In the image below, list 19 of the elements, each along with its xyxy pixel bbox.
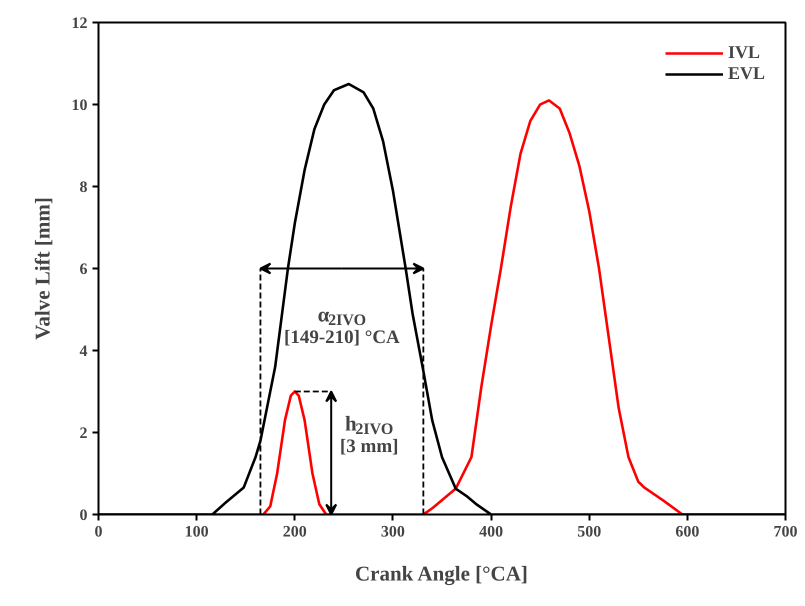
x-axis-title: Crank Angle [°CA] — [354, 562, 528, 586]
x-tick-label: 400 — [479, 524, 504, 540]
x-tick-label: 300 — [380, 524, 405, 540]
y-tick-label: 6 — [80, 261, 88, 278]
x-tick-label: 0 — [94, 524, 102, 540]
x-tick-label: 100 — [184, 524, 209, 540]
y-tick-label: 2 — [80, 425, 88, 442]
x-tick-label: 600 — [675, 524, 700, 540]
y-tick-label: 0 — [80, 507, 88, 524]
legend-label: IVL — [728, 42, 760, 63]
y-tick-label: 10 — [72, 97, 88, 114]
legend-label: EVL — [728, 63, 765, 84]
y-tick-label: 4 — [80, 343, 88, 360]
y-tick-label: 12 — [72, 15, 88, 32]
y-tick-label: 8 — [80, 179, 88, 196]
x-tick-label: 700 — [774, 524, 798, 540]
x-tick-label: 200 — [282, 524, 307, 540]
x-tick-label: 500 — [577, 524, 602, 540]
y-axis-title: Valve Lift [mm] — [30, 197, 54, 340]
